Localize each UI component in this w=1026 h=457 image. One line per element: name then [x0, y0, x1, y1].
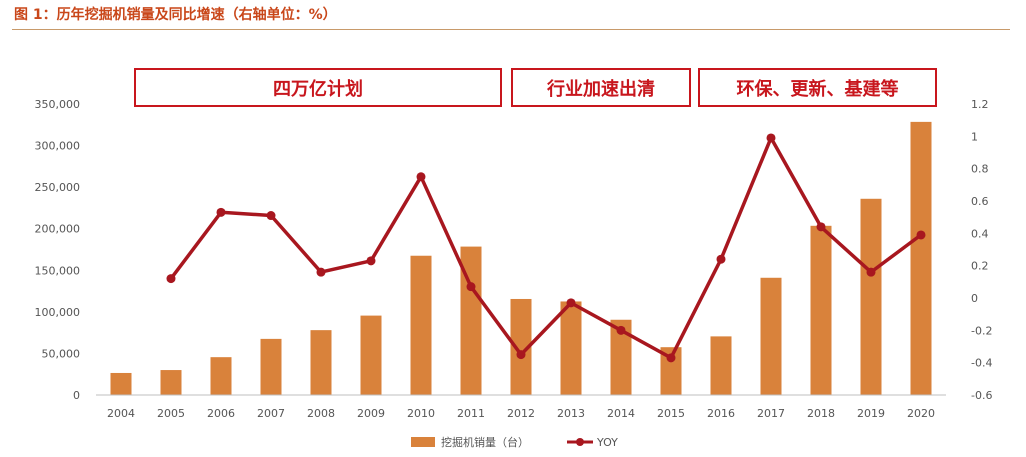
bar-2010: [410, 255, 432, 395]
right-axis-tick-label: -0.4: [971, 357, 992, 370]
x-axis-tick-label: 2014: [607, 407, 635, 420]
yoy-point-2007: [266, 211, 276, 221]
x-axis-tick-label: 2017: [757, 407, 785, 420]
legend-line-label: YOY: [596, 436, 618, 449]
x-axis-tick-label: 2007: [257, 407, 285, 420]
x-axis-tick-label: 2020: [907, 407, 935, 420]
right-axis-tick-label: 0.4: [971, 227, 989, 240]
yoy-line-series: [166, 133, 926, 363]
left-axis-tick-label: 50,000: [42, 347, 81, 360]
yoy-point-2011: [466, 282, 476, 292]
x-axis-tick-label: 2004: [107, 407, 135, 420]
yoy-point-2015: [666, 353, 676, 363]
yoy-point-2014: [616, 325, 626, 335]
x-axis-tick-label: 2009: [357, 407, 385, 420]
bar-2011: [460, 246, 482, 395]
x-axis-tick-label: 2011: [457, 407, 485, 420]
left-axis-tick-label: 200,000: [35, 223, 81, 236]
right-axis-tick-label: 0: [971, 292, 978, 305]
bar-2013: [560, 301, 582, 395]
bar-series: [110, 121, 932, 395]
yoy-point-2010: [416, 172, 426, 182]
x-axis-tick-label: 2005: [157, 407, 185, 420]
period-label: 环保、更新、基建等: [737, 78, 899, 100]
bar-2015: [660, 347, 682, 395]
x-axis-tick-label: 2015: [657, 407, 685, 420]
period-label: 行业加速出清: [546, 78, 655, 100]
left-axis-tick-label: 350,000: [35, 98, 81, 111]
bar-2017: [760, 277, 782, 395]
x-axis-tick-label: 2006: [207, 407, 235, 420]
right-axis-tick-label: 0.2: [971, 260, 989, 273]
x-axis-ticks: 2004 2005 2006 2007 2008 2009 2010 2011 2012 2013…: [107, 407, 935, 420]
bar-2020: [910, 121, 932, 395]
period-annotations: 四万亿计划 行业加速出清 环保、更新、基建等: [134, 68, 937, 107]
left-axis-tick-label: 300,000: [35, 140, 81, 153]
yoy-point-2017: [766, 133, 776, 143]
right-axis-tick-label: 0.8: [971, 163, 989, 176]
yoy-line: [169, 136, 923, 360]
bar-2016: [710, 336, 732, 395]
bar-2005: [160, 370, 182, 395]
bar-2006: [210, 357, 232, 395]
yoy-point-2006: [216, 207, 226, 217]
x-axis-tick-label: 2016: [707, 407, 735, 420]
yoy-point-2008: [316, 267, 326, 277]
left-axis: 0 50,000 100,000 150,000 200,000 250,000 300,0…: [35, 98, 81, 402]
bar-2014: [610, 319, 632, 395]
period-box: [134, 68, 502, 107]
bar-2018: [810, 225, 832, 395]
yoy-point-2013: [566, 298, 576, 308]
right-axis-tick-label: -0.6: [971, 389, 992, 402]
period-box: [511, 68, 691, 107]
left-axis-tick-label: 250,000: [35, 181, 81, 194]
left-axis-tick-label: 0: [73, 389, 80, 402]
legend-line-marker: [576, 438, 584, 446]
yoy-point-2020: [916, 230, 926, 240]
x-axis-tick-label: 2008: [307, 407, 335, 420]
left-axis-tick-label: 100,000: [35, 306, 81, 319]
bar-2007: [260, 338, 282, 395]
x-axis-tick-label: 2012: [507, 407, 535, 420]
yoy-point-2012: [516, 350, 526, 360]
yoy-point-2016: [716, 254, 726, 264]
x-axis-tick-label: 2010: [407, 407, 435, 420]
chart-title: 图 1：历年挖掘机销量及同比增速（右轴单位：%）: [14, 7, 337, 23]
yoy-point-2018: [816, 222, 826, 232]
yoy-point-2009: [366, 256, 376, 266]
title-divider: [12, 29, 1010, 30]
right-axis: -0.6 -0.4 -0.2 0 0.2 0.4 0.6 0.8 1 1.2: [971, 98, 992, 402]
yoy-point-2005: [166, 274, 176, 284]
legend-bar-label: 挖掘机销量（台）: [441, 435, 529, 449]
x-axis-tick-label: 2019: [857, 407, 885, 420]
right-axis-tick-label: 1.2: [971, 98, 989, 111]
right-axis-tick-label: -0.2: [971, 324, 992, 337]
left-axis-tick-label: 150,000: [35, 264, 81, 277]
x-axis-tick-label: 2013: [557, 407, 585, 420]
bar-2019: [860, 198, 882, 395]
x-axis-tick-label: 2018: [807, 407, 835, 420]
legend-bar-swatch: [411, 437, 435, 447]
period-label: 四万亿计划: [273, 78, 363, 100]
right-axis-tick-label: 1: [971, 130, 978, 143]
period-box: [698, 68, 937, 107]
bar-2009: [360, 315, 382, 395]
bar-2008: [310, 330, 332, 395]
legend: 挖掘机销量（台） YOY: [411, 435, 618, 449]
bar-2012: [510, 298, 532, 395]
bar-2004: [110, 372, 132, 395]
right-axis-tick-label: 0.6: [971, 195, 989, 208]
yoy-point-2019: [866, 267, 876, 277]
